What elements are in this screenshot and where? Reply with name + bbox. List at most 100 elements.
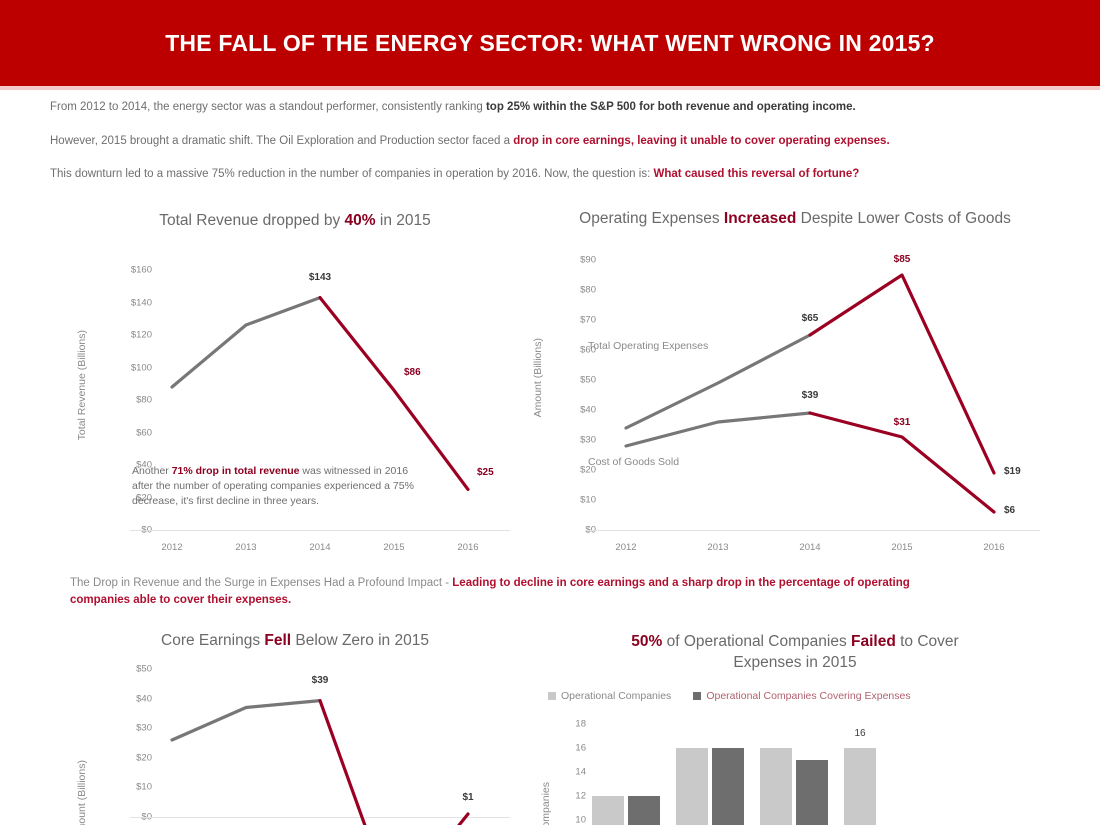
xtick-2014: 2014 [799, 542, 821, 553]
legend-label-operational-companies: Operational Companies [561, 690, 672, 702]
mid-text-highlight: Leading to decline in core earnings and … [70, 577, 910, 607]
legend-item-covering-expenses[interactable]: Operational Companies Covering Expenses [693, 690, 911, 702]
xtick-2015: 2015 [383, 542, 405, 553]
chart-operational-companies-title: 50% of Operational Companies Failed to C… [530, 632, 1060, 674]
chart-operational-companies-plot: 10 12 14 16 18 16 [530, 632, 1060, 825]
datalabel-cogs-2014: $39 [801, 390, 819, 401]
title-part-b: of Operational Companies [662, 633, 852, 650]
ytick-10: 10 [575, 814, 586, 825]
header-bar: THE FALL OF THE ENERGY SECTOR: WHAT WENT… [0, 0, 1100, 86]
ytick-2: $20 [136, 752, 152, 764]
chart-total-revenue-annotation: Another 71% drop in total revenue was wi… [132, 464, 422, 509]
ytick-6: $60 [580, 344, 596, 356]
bar-2014-operational[interactable] [760, 748, 792, 825]
title-part-a: Core Earnings [161, 632, 265, 649]
chart-operational-companies: 50% of Operational Companies Failed to C… [530, 632, 1060, 825]
chart-operating-expenses-axis-line [586, 530, 1040, 531]
legend-swatch-icon-dark [693, 692, 702, 700]
datalabel-cogs-2016: $6 [1004, 505, 1016, 516]
datalabel-2014: $143 [308, 272, 332, 283]
chart-operating-expenses-title: Operating Expenses Increased Despite Low… [530, 210, 1060, 228]
ytick-16: 16 [575, 742, 586, 754]
chart-operating-expenses-lines [624, 273, 996, 514]
bar-2012-covering[interactable] [628, 796, 660, 825]
ytick-9: $90 [580, 254, 596, 266]
ytick-7: $140 [130, 297, 152, 308]
title-part-c: in 2015 [375, 212, 431, 229]
ytick-3: $60 [136, 427, 152, 438]
datalabel-toe-2015: $85 [893, 254, 911, 265]
title-part-highlight-2: Failed [851, 633, 896, 650]
chart-core-earnings-plot: $0 $10 $20 $30 $40 $50 $39 $1 [70, 632, 520, 825]
chart-core-earnings: Core Earnings Fell Below Zero in 2015 Am… [70, 632, 520, 825]
bar-2013-operational[interactable] [676, 748, 708, 825]
mid-summary-text: The Drop in Revenue and the Surge in Exp… [70, 575, 960, 610]
intro-p2-bold: drop in core earnings, leaving it unable… [513, 134, 890, 147]
title-part-highlight: Fell [264, 632, 292, 649]
title-part-c: Below Zero in 2015 [291, 632, 429, 649]
ytick-5: $100 [130, 362, 152, 373]
bar-2014-covering[interactable] [796, 760, 828, 825]
chart-total-revenue-lines [170, 295, 470, 491]
annot-part-c: was witnessed in 2016 after the number o… [132, 465, 414, 507]
xtick-2013: 2013 [707, 542, 729, 553]
datalabel-toe-2016: $19 [1004, 466, 1021, 477]
datalabel-2014: $39 [311, 675, 329, 686]
datalabel-2016: $25 [477, 467, 494, 478]
ytick-4: $40 [136, 693, 152, 705]
bar-2012-operational[interactable] [592, 796, 624, 825]
ytick-8: $80 [580, 284, 596, 296]
ytick-3: $30 [136, 722, 152, 734]
barlabel-2015: 16 [854, 728, 866, 739]
series-label-total-operating-expenses: Total Operating Expenses [588, 340, 709, 352]
ytick-1: $20 [136, 492, 152, 503]
ytick-14: 14 [575, 766, 586, 778]
chart-total-revenue-axis-line [130, 530, 510, 531]
title-part-d: to Cover Expenses in 2015 [733, 633, 959, 671]
series-label-cost-of-goods-sold: Cost of Goods Sold [588, 456, 680, 468]
xtick-2014: 2014 [309, 542, 331, 553]
ytick-1: $10 [136, 781, 152, 793]
ytick-3: $30 [580, 434, 596, 446]
ytick-18: 18 [575, 718, 586, 730]
ytick-6: $120 [130, 329, 152, 341]
title-part-a: Operating Expenses [579, 210, 724, 227]
xtick-2016: 2016 [983, 542, 1005, 553]
title-part-highlight: 40% [344, 212, 376, 229]
ytick-4: $40 [580, 404, 596, 416]
ytick-1: $10 [580, 494, 596, 506]
ytick-4: $80 [136, 394, 152, 406]
bar-2015-operational[interactable] [844, 748, 876, 825]
datalabel-toe-2014: $65 [801, 313, 819, 324]
legend-item-operational-companies[interactable]: Operational Companies [548, 690, 671, 702]
bar-2013-covering[interactable] [712, 748, 744, 825]
intro-p3-normal: This downturn led to a massive 75% reduc… [50, 168, 654, 181]
xtick-2016: 2016 [457, 542, 479, 553]
datalabel-2016: $1 [462, 792, 474, 803]
intro-paragraph-2: However, 2015 brought a dramatic shift. … [50, 134, 1050, 150]
chart-total-revenue-title: Total Revenue dropped by 40% in 2015 [70, 212, 520, 230]
annot-part-bold: 71% drop in total revenue [171, 465, 300, 477]
intro-paragraphs: From 2012 to 2014, the energy sector was… [50, 100, 1050, 201]
ytick-2: $20 [580, 464, 596, 476]
ytick-12: 12 [575, 790, 586, 802]
header-underline [0, 86, 1100, 90]
legend-swatch-icon-light [548, 692, 556, 700]
intro-p2-normal: However, 2015 brought a dramatic shift. … [50, 134, 514, 147]
ytick-8: $160 [130, 264, 152, 276]
mid-text-normal: The Drop in Revenue and the Surge in Exp… [70, 577, 453, 589]
chart-core-earnings-lines [170, 698, 470, 825]
chart-total-revenue-plot: $0 $20 $40 $60 $80 $100 $120 $140 $160 $… [70, 212, 520, 553]
chart-operational-companies-legend: Operational Companies Operational Compan… [548, 690, 911, 702]
bar-group [530, 632, 1060, 825]
title-part-highlight: Increased [723, 210, 797, 227]
chart-operating-expenses: Operating Expenses Increased Despite Low… [530, 210, 1060, 560]
chart-total-revenue: Total Revenue dropped by 40% in 2015 Tot… [70, 212, 520, 557]
chart-core-earnings-title: Core Earnings Fell Below Zero in 2015 [70, 632, 520, 650]
intro-p1-normal: From 2012 to 2014, the energy sector was… [50, 101, 486, 113]
datalabel-2015: $86 [404, 367, 421, 378]
datalabel-cogs-2015: $31 [893, 417, 911, 428]
ytick-5: $50 [580, 374, 596, 386]
intro-paragraph-1: From 2012 to 2014, the energy sector was… [50, 100, 1050, 116]
